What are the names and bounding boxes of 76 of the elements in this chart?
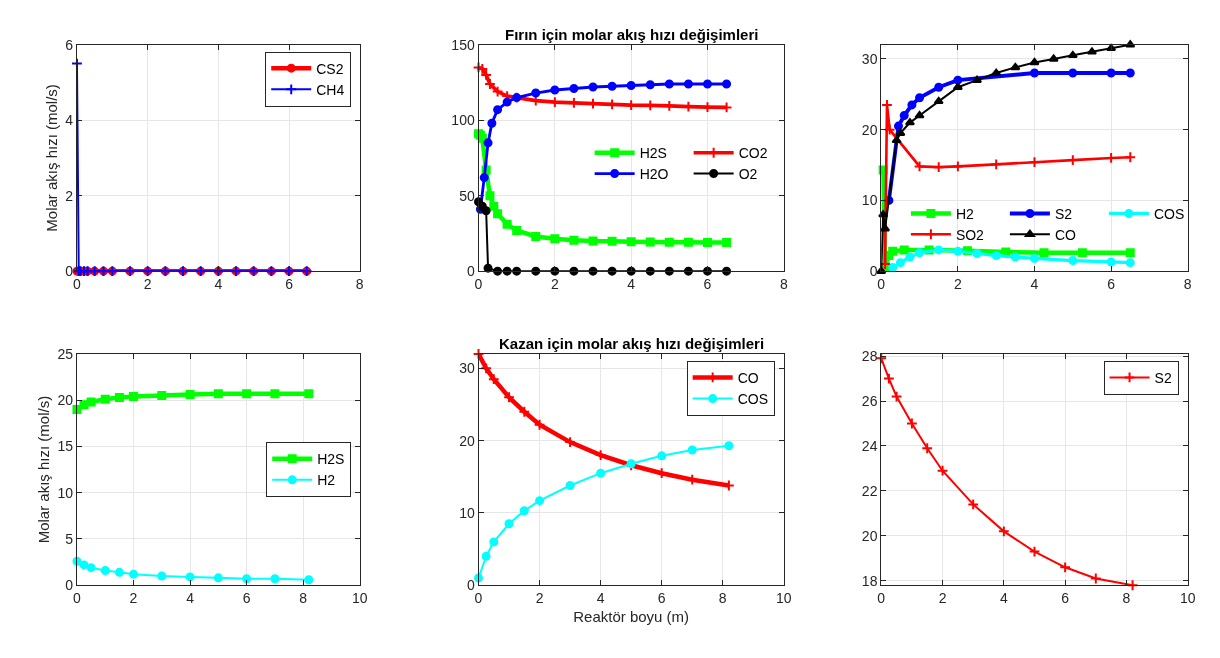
x-tick-label: 8 — [1122, 590, 1131, 607]
x-tick-label: 6 — [242, 590, 251, 607]
legend-label: S2 — [1154, 369, 1172, 386]
y-tick-label: 25 — [57, 345, 74, 362]
y-tick-label: 0 — [869, 263, 878, 280]
x-tick-label: 2 — [550, 275, 559, 292]
y-tick-label: 10 — [57, 484, 74, 501]
x-tick-label: 2 — [143, 275, 152, 292]
x-tick-label: 8 — [299, 590, 308, 607]
y-tick-label: 20 — [57, 392, 74, 409]
y-tick-label: 50 — [459, 187, 475, 204]
legend-label: S2 — [1054, 205, 1073, 222]
x-tick-label: 2 — [535, 590, 544, 607]
y-tick-label: 26 — [861, 392, 878, 409]
x-tick-label: 6 — [285, 275, 294, 292]
x-tick-label: 4 — [1030, 275, 1039, 292]
x-tick-label: 2 — [129, 590, 138, 607]
legend-label: SO2 — [955, 226, 985, 243]
legend-label: COS — [1153, 205, 1185, 222]
y-tick-label: 5 — [65, 530, 74, 547]
x-tick-label: 4 — [627, 275, 636, 292]
legend-label: H2S — [639, 145, 667, 162]
x-tick-label: 10 — [776, 590, 792, 607]
y-tick-label: 0 — [65, 263, 74, 280]
y-axis-title: Molar akış hızı (mol/s) — [42, 84, 60, 232]
x-tick-label: 2 — [938, 590, 947, 607]
x-tick-label: 4 — [214, 275, 223, 292]
legend-label: CO — [1054, 226, 1076, 243]
y-tick-label: 10 — [861, 192, 878, 209]
x-tick-label: 8 — [1183, 275, 1192, 292]
x-tick-label: 8 — [779, 275, 788, 292]
legend-label: CS2 — [316, 60, 344, 77]
x-tick-label: 4 — [999, 590, 1008, 607]
x-tick-label: 10 — [1179, 590, 1196, 607]
chart-title: Kazan için molar akış hızı değişimleri — [499, 335, 765, 352]
legend-label: H2S — [317, 451, 345, 468]
legend-label: CH4 — [316, 81, 345, 98]
x-tick-label: 8 — [718, 590, 727, 607]
legend-label: O2 — [738, 166, 758, 183]
y-tick-label: 28 — [861, 348, 878, 365]
legend-label: H2O — [639, 166, 669, 183]
x-tick-label: 10 — [351, 590, 368, 607]
legend-label: COS — [737, 391, 769, 408]
y-tick-label: 20 — [861, 121, 878, 138]
x-tick-label: 2 — [953, 275, 962, 292]
y-tick-label: 22 — [861, 482, 878, 499]
x-tick-label: 6 — [1061, 590, 1070, 607]
y-tick-label: 24 — [861, 437, 878, 454]
x-tick-label: 4 — [186, 590, 195, 607]
x-tick-label: 6 — [1107, 275, 1116, 292]
legend-label: CO — [737, 369, 759, 386]
y-tick-label: 0 — [65, 577, 74, 594]
y-tick-label: 15 — [57, 438, 74, 455]
y-tick-label: 6 — [65, 36, 74, 53]
x-tick-label: 6 — [657, 590, 666, 607]
x-axis-title: Reaktör boyu (m) — [573, 608, 690, 626]
chart-title: Fırın için molar akış hızı değişimleri — [505, 26, 759, 43]
y-tick-label: 18 — [861, 572, 878, 589]
y-tick-label: 30 — [861, 50, 878, 67]
legend-label: H2 — [955, 205, 974, 222]
y-tick-label: 10 — [459, 504, 475, 521]
legend-label: H2 — [317, 472, 336, 489]
x-tick-label: 4 — [596, 590, 605, 607]
y-tick-label: 100 — [451, 112, 475, 129]
y-axis-title: Molar akış hızı (mol/s) — [34, 395, 52, 544]
x-tick-label: 6 — [703, 275, 712, 292]
y-tick-label: 150 — [451, 36, 475, 53]
y-tick-label: 0 — [466, 263, 475, 280]
y-tick-label: 30 — [459, 360, 475, 377]
x-tick-label: 8 — [355, 275, 364, 292]
y-tick-label: 20 — [861, 527, 878, 544]
y-tick-label: 20 — [459, 432, 475, 449]
y-tick-label: 0 — [466, 577, 475, 594]
y-tick-label: 2 — [65, 187, 74, 204]
legend-label: CO2 — [738, 145, 768, 162]
y-tick-label: 4 — [65, 112, 74, 129]
